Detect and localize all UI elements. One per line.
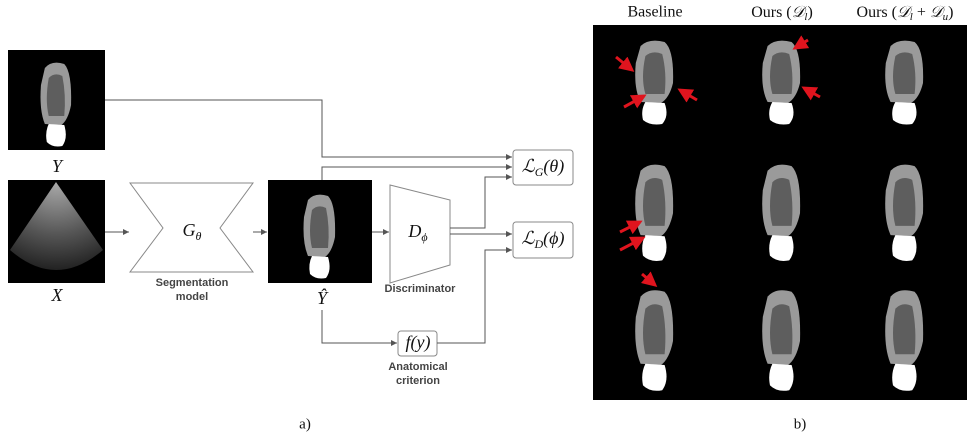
caption: Anatomical bbox=[388, 361, 447, 373]
caption: model bbox=[176, 291, 208, 303]
column-header: Ours (𝒟l) bbox=[751, 4, 813, 23]
loss-g: ℒG(θ) bbox=[522, 156, 564, 179]
caption: Segmentation bbox=[156, 277, 229, 289]
panel-label: b) bbox=[794, 416, 807, 432]
argument: (θ) bbox=[543, 156, 564, 177]
figure: Y X Gθ Segmentation model Ŷ Dϕ Discrimin… bbox=[0, 0, 970, 436]
input-x: X bbox=[51, 285, 64, 305]
subscript: θ bbox=[196, 229, 202, 243]
symbol: ℒ bbox=[522, 228, 536, 248]
subscript: D bbox=[533, 237, 543, 251]
loss-d: ℒD(ϕ) bbox=[522, 228, 565, 251]
text: Ours ( bbox=[857, 4, 897, 21]
label-y: Y bbox=[52, 156, 64, 176]
column-header: Baseline bbox=[627, 4, 682, 21]
symbol: G bbox=[183, 220, 196, 240]
panel-label: a) bbox=[299, 416, 311, 432]
column-header: Ours (𝒟l + 𝒟u) bbox=[857, 4, 954, 23]
text: ) bbox=[948, 4, 953, 21]
symbol: ℒ bbox=[522, 156, 536, 176]
symbol: D bbox=[407, 221, 421, 241]
caption: criterion bbox=[396, 375, 440, 387]
argument: (ϕ) bbox=[543, 228, 564, 249]
text: ) bbox=[807, 4, 812, 21]
subscript: G bbox=[535, 165, 544, 179]
subscript: ϕ bbox=[421, 230, 427, 244]
text: + bbox=[913, 4, 930, 21]
text: Ours ( bbox=[751, 4, 791, 21]
caption: Discriminator bbox=[385, 283, 457, 295]
prediction-symbol: Ŷ bbox=[317, 287, 329, 308]
criterion: f(y) bbox=[406, 332, 431, 353]
